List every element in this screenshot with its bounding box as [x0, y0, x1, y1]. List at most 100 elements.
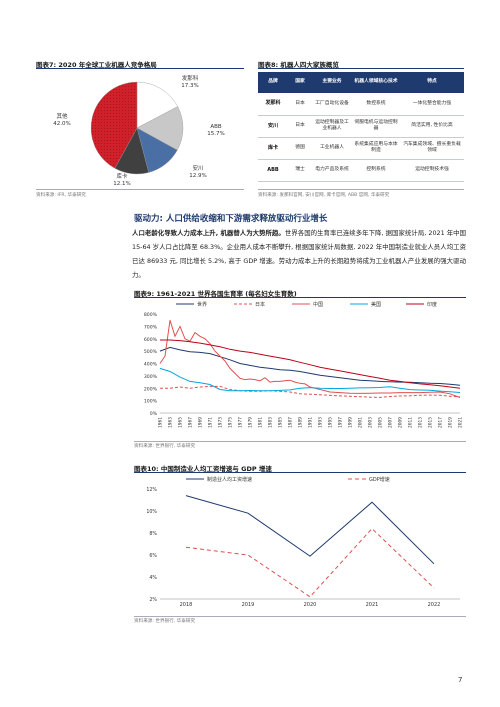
x-tick-label: 1989: [298, 417, 304, 428]
x-tick-label: 1999: [348, 417, 354, 428]
fig8-rule: [258, 68, 464, 69]
table-cell: 德国: [288, 137, 312, 160]
table-cell: 汽车集成领域、擅长重负载领域: [400, 137, 464, 160]
body-paragraph: 人口老龄化导致人力成本上升, 机器替人为大势所趋。世界各国的生育率已连续多年下降…: [132, 226, 466, 282]
table-cell: 工业机器人: [312, 137, 352, 160]
pie-slice-0: [136, 81, 178, 129]
series-line-1: [160, 385, 461, 398]
y-tick-label: 12%: [146, 487, 157, 493]
x-tick-label: 1981: [258, 417, 264, 428]
fig7-bottom-rule: [36, 189, 244, 190]
table-row: 库卡 德国 工业机器人 系统集成应用与本体制造 汽车集成领域、擅长重负载领域: [258, 137, 464, 160]
pie-label-value-4: 42.0%: [53, 121, 70, 127]
fig8-table: 品牌 国家 主要业务 机器人领域核心技术 特点 发那科 日本 工厂自动化设备 数…: [258, 72, 464, 182]
table-cell: 运动控制技术强: [400, 159, 464, 182]
x-tick-label: 2001: [358, 417, 364, 428]
fig10-rule: [134, 472, 466, 473]
x-tick-label: 2013: [418, 417, 424, 428]
fig9-rule: [134, 297, 466, 298]
x-tick-label: 1967: [188, 417, 194, 428]
x-tick-label: 1995: [328, 417, 334, 428]
y-tick-label: 300%: [144, 374, 158, 380]
fig9-source: 资料来源: 世界银行, 华泰研究: [134, 444, 196, 449]
y-tick-label: 600%: [144, 337, 158, 343]
x-tick-label: 1975: [228, 417, 234, 428]
fig8-title: 图表8: 机器人四大家族概览: [258, 61, 339, 69]
x-tick-label: 1997: [338, 417, 344, 428]
fig9-line-chart: 世界 日本 中国 美国 印度 0% 100% 200% 300% 400% 500% 600% 700%…: [144, 301, 464, 428]
header-cell: 机器人领域核心技术: [352, 72, 400, 93]
x-tick-label: 1977: [238, 417, 244, 428]
legend-label-0: 世界: [197, 301, 207, 308]
table-cell: 控制系统: [352, 159, 400, 182]
x-tick-label: 2003: [368, 417, 374, 428]
x-tick-label: 1983: [268, 417, 274, 428]
x-tick-label: 2007: [388, 417, 394, 428]
header-cell: 主要业务: [312, 72, 352, 93]
y-tick-label: 500%: [144, 349, 158, 355]
table-row: ABB 瑞士 电力产品及系统 控制系统 运动控制技术强: [258, 159, 464, 182]
y-tick-label: 2%: [149, 597, 157, 603]
paragraph-text: 世界各国的生育率已连续多年下降, 据国家统计局, 2021 年中国 15-64 …: [132, 229, 467, 279]
legend-label-1: GDP增速: [369, 476, 390, 483]
fig10-title: 图表10: 中国制造业人均工资增速与 GDP 增速: [134, 465, 272, 473]
pie-label-value-1: 15.7%: [207, 131, 224, 137]
x-tick-label: 1965: [178, 417, 184, 428]
x-tick-label: 2020: [304, 602, 317, 608]
x-tick-label: 1971: [208, 417, 214, 428]
pie-label-name-2: 安川: [192, 164, 203, 172]
x-tick-label: 2017: [438, 417, 444, 428]
y-tick-label: 400%: [144, 362, 158, 368]
x-tick-label: 1993: [318, 417, 324, 428]
fig7-title: 图表7: 2020 年全球工业机器人竞争格局: [36, 61, 157, 69]
y-tick-label: 8%: [149, 531, 157, 537]
x-tick-label: 1987: [288, 417, 294, 428]
table-cell: 电力产品及系统: [312, 159, 352, 182]
header-cell: 国家: [288, 72, 312, 93]
x-tick-label: 1963: [168, 417, 174, 428]
header-cell: 特点: [400, 72, 464, 93]
section-heading: 驱动力: 人口供给收缩和下游需求释放驱动行业增长: [134, 214, 328, 224]
pie-label-value-2: 12.9%: [189, 173, 206, 179]
page-number: 7: [458, 676, 463, 684]
table-row: 安川 日本 运动控制器及工业机器人 伺服电机与运动控制器 简洁实用, 性价比高: [258, 115, 464, 138]
x-tick-label: 1991: [308, 417, 314, 428]
legend-label-2: 中国: [313, 301, 323, 308]
pie-label-name-0: 发那科: [182, 74, 199, 82]
y-tick-label: 700%: [144, 324, 158, 330]
legend-label-0: 制造业人均工资增速: [207, 476, 252, 483]
paragraph-lead: 人口老龄化导致人力成本上升, 机器替人为大势所趋。: [132, 229, 285, 237]
y-tick-label: 0%: [150, 411, 158, 417]
x-tick-label: 1973: [218, 417, 224, 428]
series-line-4: [160, 339, 461, 389]
x-tick-label: 2009: [398, 417, 404, 428]
y-tick-label: 4%: [149, 575, 157, 581]
table-cell: 简洁实用, 性价比高: [400, 115, 464, 138]
x-tick-label: 2019: [448, 417, 454, 428]
pie-label-name-3: 库卡: [116, 172, 128, 180]
table-cell: 数控系统: [352, 93, 400, 116]
x-tick-label: 1961: [158, 417, 164, 428]
table-cell: 库卡: [258, 137, 288, 160]
table-cell: 伺服电机与运动控制器: [352, 115, 400, 138]
table-cell: ABB: [258, 159, 288, 182]
fig9-title: 图表9: 1961-2021 世界各国生育率 (每名妇女生育数): [134, 290, 297, 298]
y-tick-label: 200%: [144, 386, 158, 392]
legend-label-4: 印度: [427, 301, 437, 308]
table-cell: 系统集成应用与本体制造: [352, 137, 400, 160]
fig7-source: 资料来源: IFR, 华泰研究: [36, 193, 86, 198]
fig9-bottom-rule: [134, 441, 466, 442]
table-cell: 瑞士: [288, 159, 312, 182]
x-tick-label: 2011: [408, 417, 414, 428]
x-tick-label: 1969: [198, 417, 204, 428]
fig10-bottom-rule: [134, 616, 466, 617]
x-tick-label: 2021: [366, 602, 379, 608]
fig10-line-chart: 制造业人均工资增速 GDP增速 2% 4% 6% 8% 10% 12% 2018 2019 2020…: [146, 476, 460, 608]
pie-label-name-1: ABB: [210, 124, 222, 130]
x-tick-label: 1985: [278, 417, 284, 428]
pie-label-name-4: 其他: [56, 112, 68, 120]
fig8-source: 资料来源: 发那科官网, 安川官网, 库卡官网, ABB 官网, 华泰研究: [258, 193, 390, 198]
x-tick-label: 2019: [242, 602, 255, 608]
table-cell: 发那科: [258, 93, 288, 116]
header-cell: 品牌: [258, 72, 288, 93]
